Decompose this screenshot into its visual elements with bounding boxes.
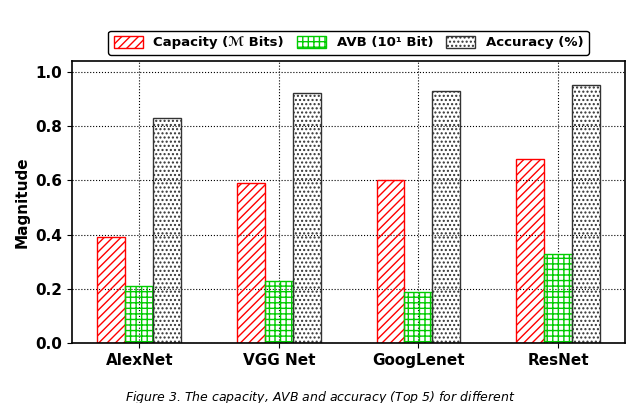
Text: Figure 3. The capacity, $AVB$ and accuracy (Top 5) for different: Figure 3. The capacity, $AVB$ and accura… [125,389,515,403]
Y-axis label: Magnitude: Magnitude [15,156,30,248]
Bar [265,281,293,343]
Bar [404,291,433,343]
Bar [97,237,125,343]
Bar [153,118,181,343]
Bar [376,180,404,343]
Bar [125,286,153,343]
Bar [433,91,460,343]
Legend: Capacity (ℳ Bits), AVB (10¹ Bit), Accuracy (%): Capacity (ℳ Bits), AVB (10¹ Bit), Accura… [108,31,589,55]
Bar [237,183,265,343]
Bar [544,253,572,343]
Bar [293,93,321,343]
Bar [516,158,544,343]
Bar [572,85,600,343]
